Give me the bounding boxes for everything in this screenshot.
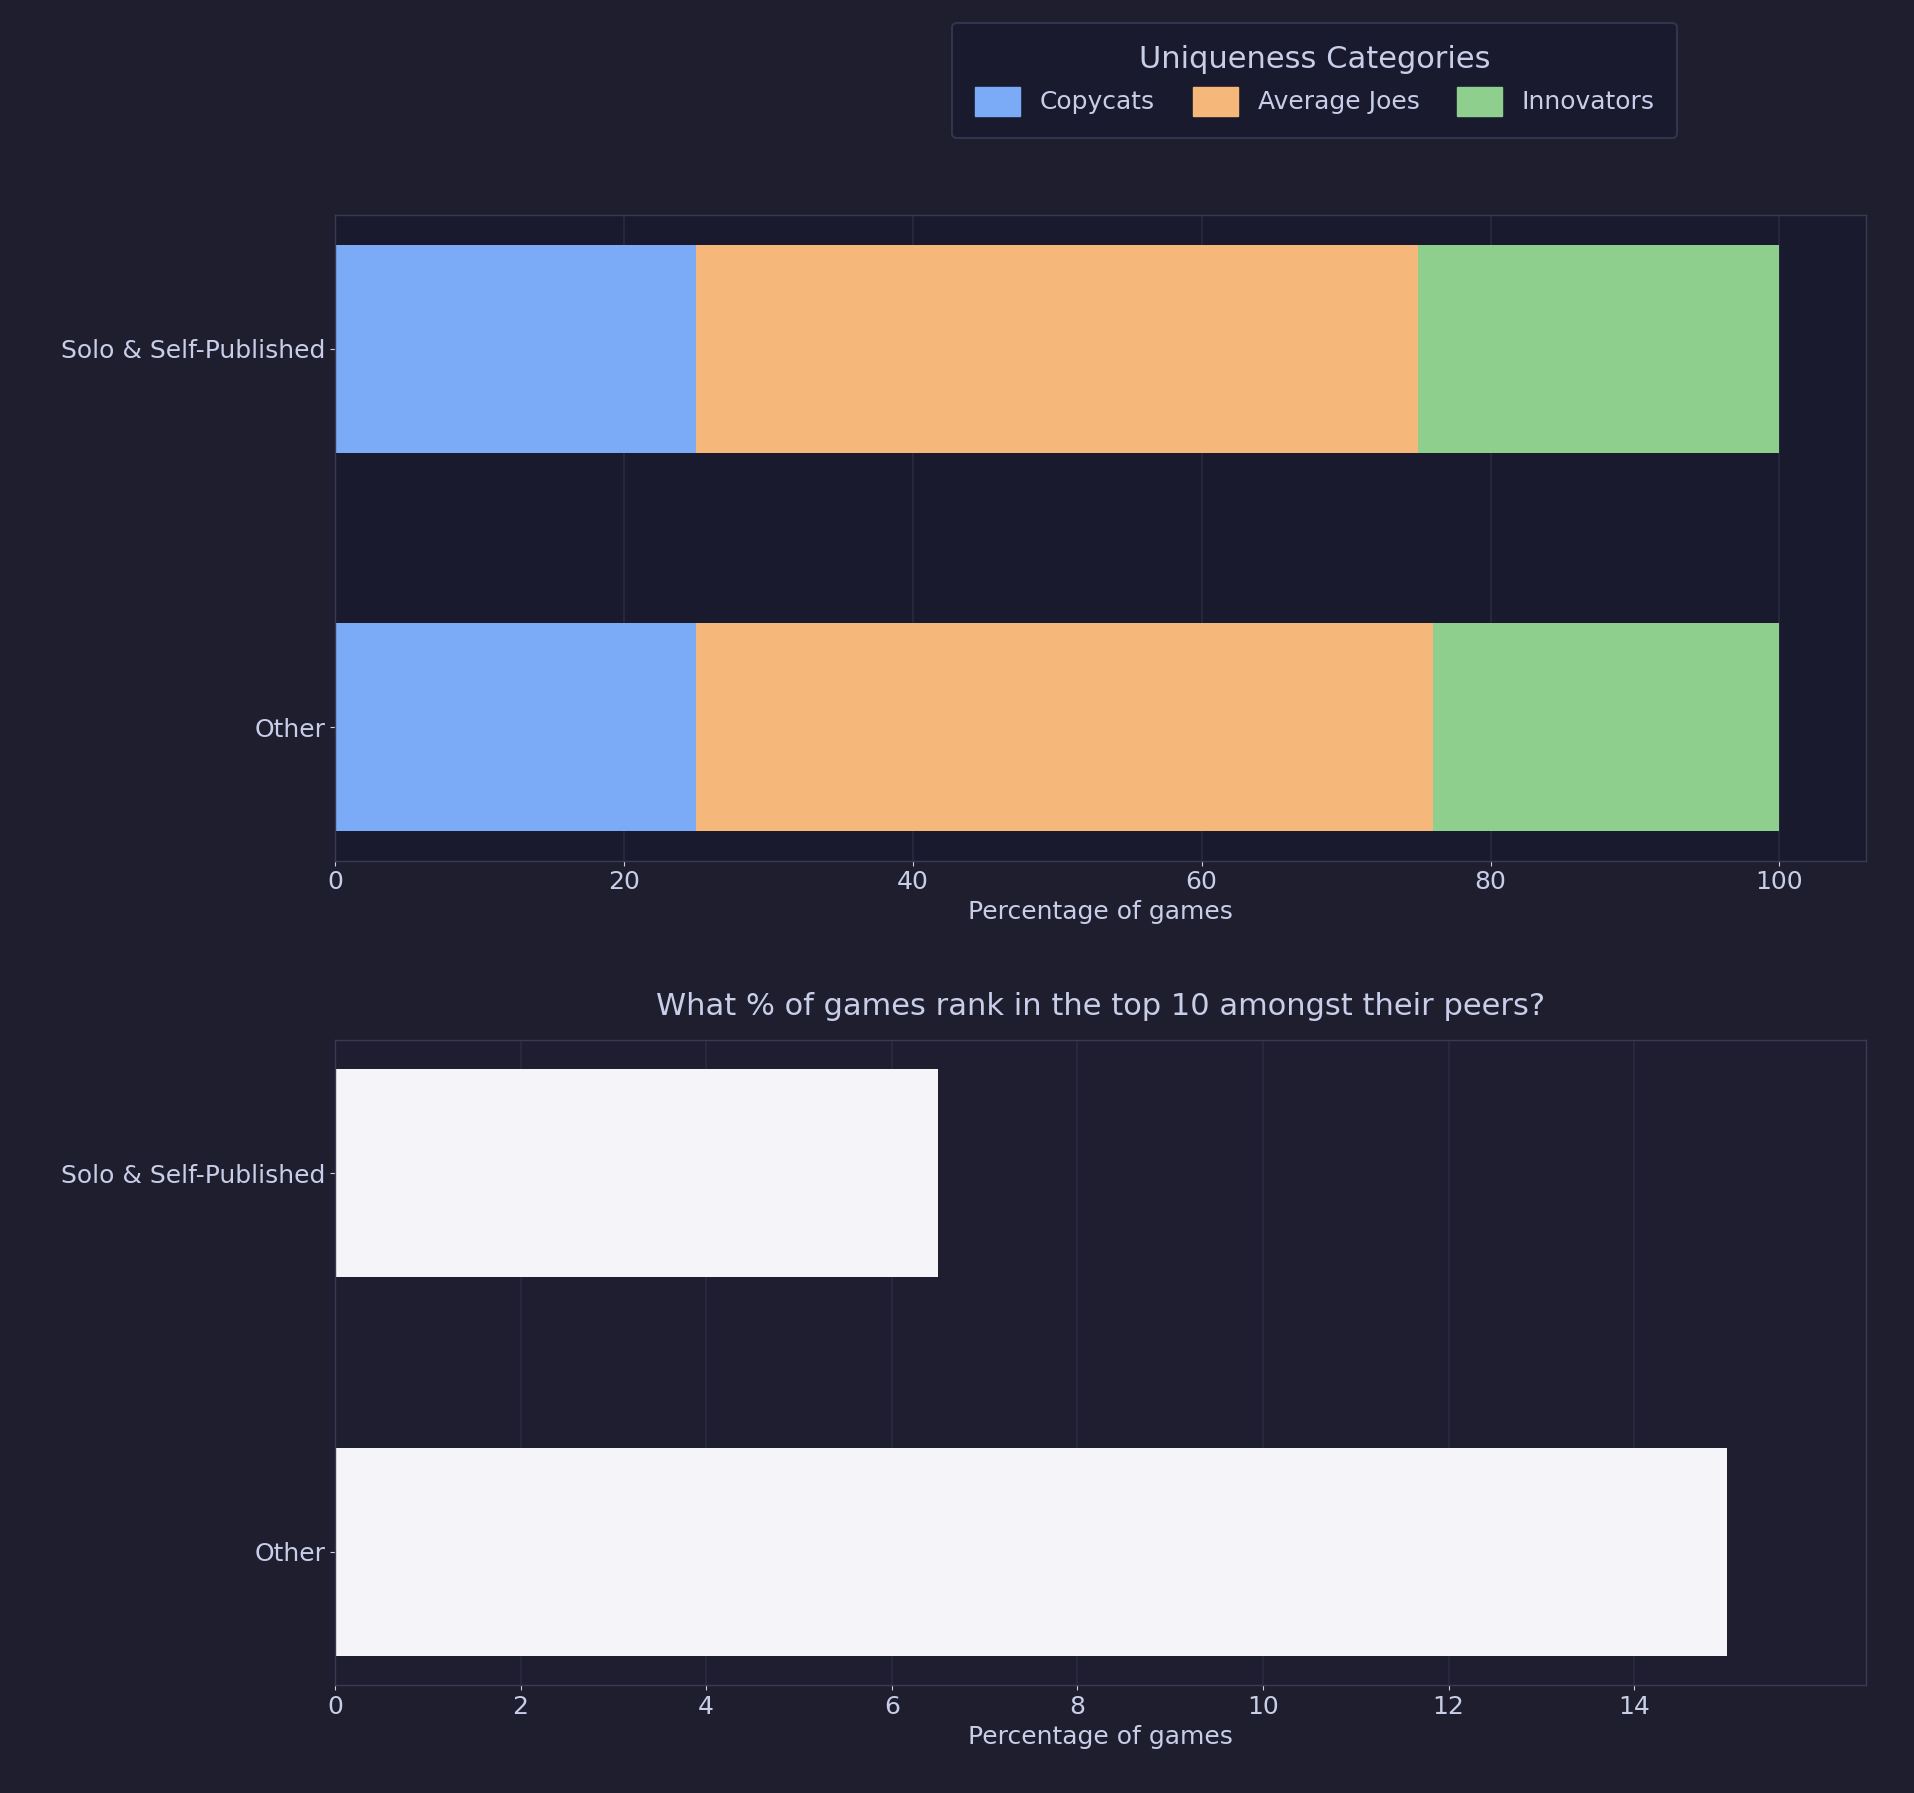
- X-axis label: Percentage of games: Percentage of games: [968, 900, 1233, 923]
- X-axis label: Percentage of games: Percentage of games: [968, 1725, 1233, 1748]
- Legend: Copycats, Average Joes, Innovators: Copycats, Average Joes, Innovators: [953, 23, 1677, 138]
- Title: What % of games rank in the top 10 amongst their peers?: What % of games rank in the top 10 among…: [657, 992, 1545, 1020]
- Bar: [1418, 244, 1780, 452]
- Bar: [335, 1069, 938, 1277]
- Bar: [1434, 624, 1780, 832]
- Bar: [335, 244, 697, 452]
- Bar: [335, 624, 697, 832]
- Bar: [697, 244, 1418, 452]
- Bar: [697, 624, 1434, 832]
- Bar: [335, 1449, 1726, 1657]
